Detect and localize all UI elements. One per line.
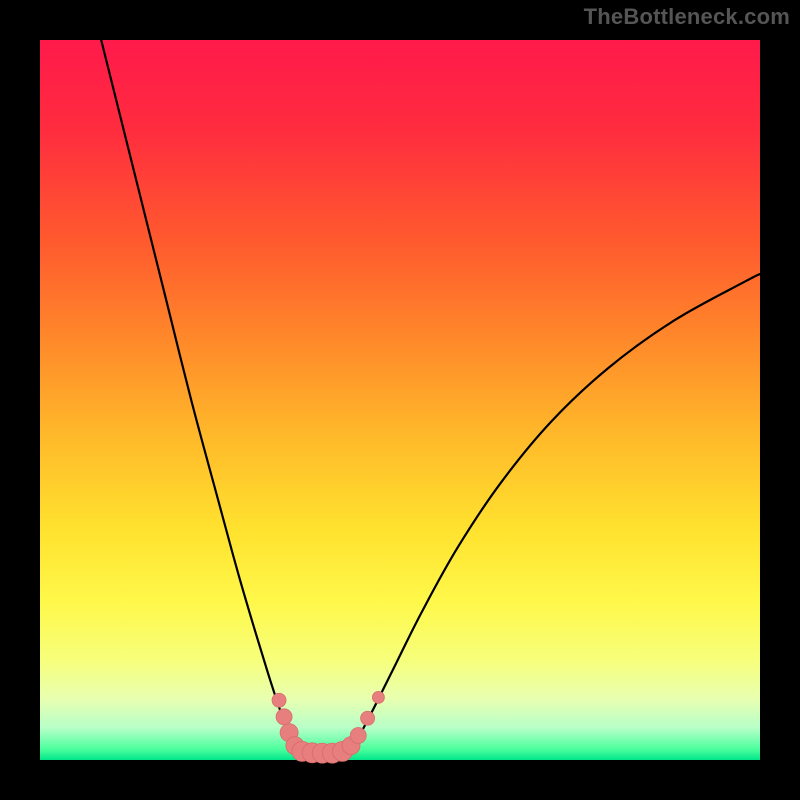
- marker-dot: [372, 691, 384, 703]
- watermark-text: TheBottleneck.com: [584, 4, 790, 30]
- marker-dot: [272, 693, 286, 707]
- chart-frame: TheBottleneck.com: [0, 0, 800, 800]
- marker-dot: [276, 709, 292, 725]
- bottleneck-chart-svg: [0, 0, 800, 800]
- marker-dot: [350, 728, 366, 744]
- marker-dot: [361, 711, 375, 725]
- plot-area: [40, 40, 760, 760]
